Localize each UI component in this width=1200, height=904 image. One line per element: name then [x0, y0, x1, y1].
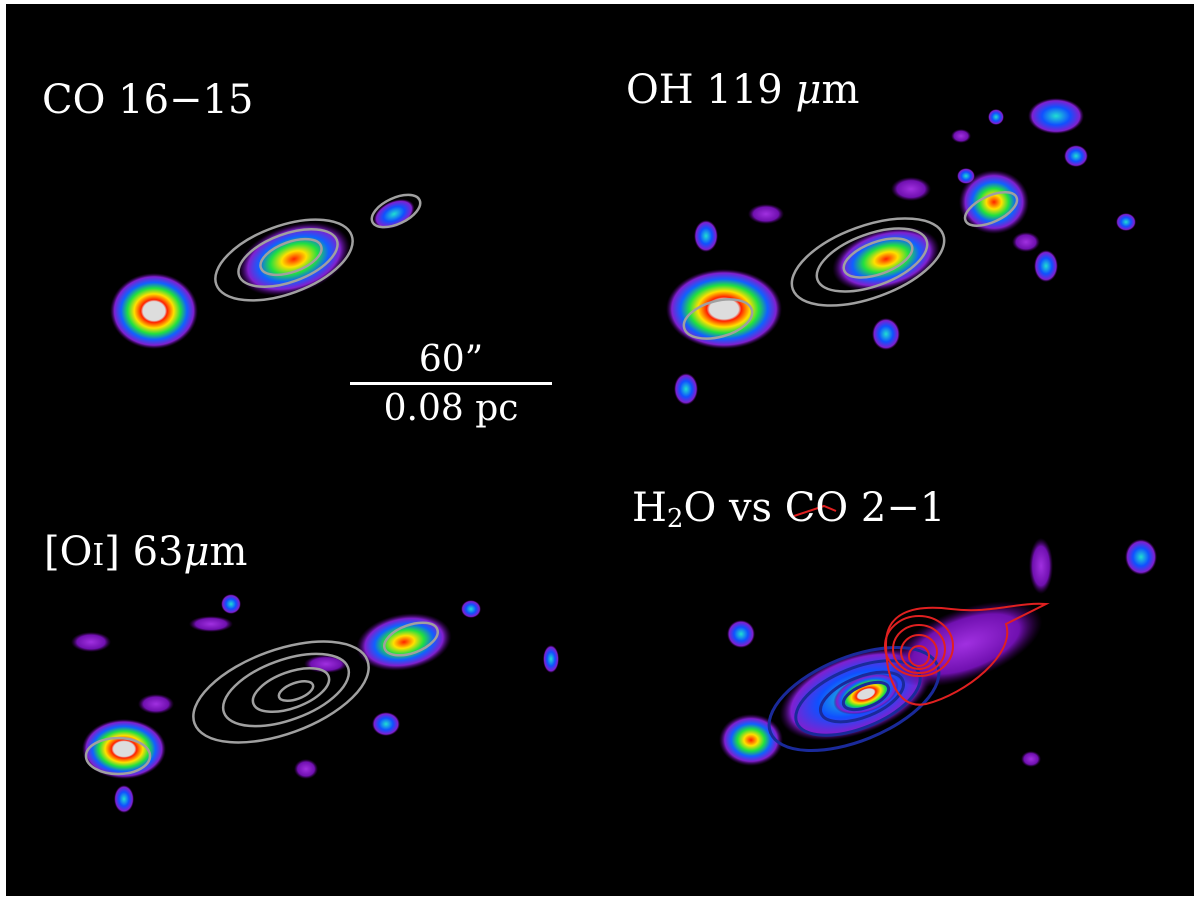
scale-physical-label: 0.08 pc [383, 388, 519, 429]
emission-maps [71, 98, 1157, 813]
panel-co-16-15-map [110, 193, 422, 349]
figure-frame: CO 16−15 OH 119 μm [OI] 63μm H2O vs CO 2… [6, 4, 1194, 896]
panel-label-oh-119: OH 119 μm [626, 67, 860, 113]
scale-bar-line [350, 382, 552, 385]
panel-h2o-vs-co-map [719, 504, 1157, 767]
scale-bar: 60” 0.08 pc [346, 342, 556, 427]
panel-oi-63-map [71, 594, 559, 813]
scale-angular-label: 60” [418, 339, 484, 380]
panel-oh-119-map [666, 98, 1136, 405]
panel-label-oi-63: [OI] 63μm [44, 529, 248, 575]
panel-label-co-16-15: CO 16−15 [42, 77, 254, 123]
panel-label-h2o-vs-co: H2O vs CO 2−1 [632, 485, 946, 534]
